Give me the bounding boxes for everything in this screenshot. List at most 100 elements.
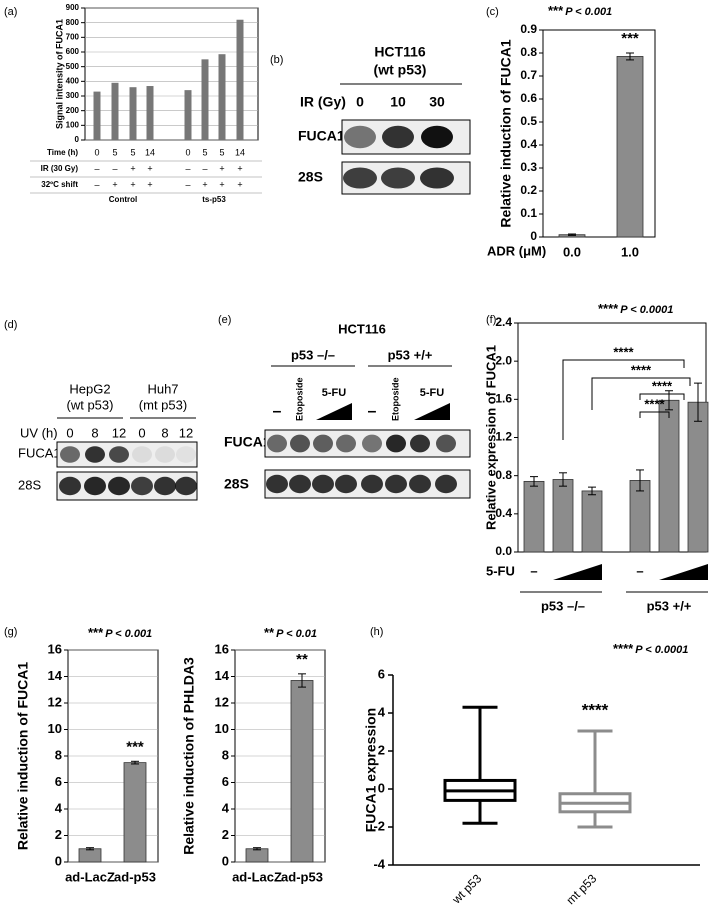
y-tick-label: 0.9 xyxy=(520,22,537,36)
table-row-label: Time (h) xyxy=(47,148,78,157)
y-tick-label: 4 xyxy=(222,800,230,815)
x-tick-label: ad-LacZ xyxy=(65,869,115,884)
blot-header: (wt p53) xyxy=(374,62,427,78)
lane-label: 8 xyxy=(161,425,168,440)
plot-frame xyxy=(84,7,259,141)
bracket-label: **** xyxy=(631,362,652,377)
lane-label: – xyxy=(368,403,377,420)
panel-label: (a) xyxy=(4,6,17,18)
y-tick-label: 0 xyxy=(75,135,80,144)
blot-band xyxy=(131,476,153,496)
significance-bracket xyxy=(639,411,670,418)
y-tick-label: 10 xyxy=(48,721,62,736)
title-p-value: P < 0.0001 xyxy=(635,644,688,656)
title-stars: *** xyxy=(88,625,104,640)
row-label: FUCA1 xyxy=(18,445,61,460)
x-tick-label: wt p53 xyxy=(449,871,485,906)
panel-label: (f) xyxy=(486,314,496,326)
title-stars: **** xyxy=(598,301,619,316)
table-cell: + xyxy=(130,163,135,173)
lane-label: 10 xyxy=(390,94,406,110)
title-stars: **** xyxy=(613,641,634,656)
y-tick-label: 0.5 xyxy=(520,114,537,128)
significance-title: *** P < 0.001 xyxy=(548,3,612,18)
blot-band xyxy=(60,446,80,463)
group-label: Control xyxy=(109,195,137,204)
table-cell: 14 xyxy=(145,147,155,157)
table-row-label: 32ºC shift xyxy=(41,180,78,189)
y-tick-label: 8 xyxy=(222,747,229,762)
significance-bracket xyxy=(591,377,691,410)
significance-title: **** P < 0.0001 xyxy=(598,301,673,316)
y-tick-label: 10 xyxy=(215,721,229,736)
y-tick-label: 14 xyxy=(215,668,230,683)
lane-label: 30 xyxy=(429,94,445,110)
group-label: p53 +/+ xyxy=(647,598,692,613)
bracket-label: **** xyxy=(644,396,665,411)
y-tick-label: 2.0 xyxy=(495,353,512,367)
y-tick-label: 300 xyxy=(66,91,80,100)
y-tick-label: 14 xyxy=(48,668,63,683)
title-stars: *** xyxy=(548,3,564,18)
blot-band xyxy=(290,434,310,453)
blot-band xyxy=(85,446,105,463)
row-label: 28S xyxy=(18,477,41,492)
error-bar xyxy=(636,469,644,492)
dose-wedge xyxy=(414,403,450,420)
blot-band xyxy=(59,476,81,496)
dose-wedge xyxy=(659,564,708,580)
error-bar xyxy=(694,382,702,422)
blot-band xyxy=(109,446,129,463)
y-tick-label: 100 xyxy=(66,120,80,129)
y-tick-label: 1.2 xyxy=(495,430,512,444)
table-cell: + xyxy=(219,179,224,189)
y-tick-label: 0.1 xyxy=(520,206,537,220)
y-axis-label: Relative induction of PHLDA3 xyxy=(181,657,197,855)
bracket-label: **** xyxy=(652,378,673,393)
blot-band xyxy=(154,476,176,496)
table-cell: – xyxy=(185,179,190,189)
blot-header: HCT116 xyxy=(374,44,426,60)
table-cell: 5 xyxy=(112,147,117,157)
y-tick-label: 6 xyxy=(222,774,229,789)
group-sub: (wt p53) xyxy=(67,397,114,412)
blot-band xyxy=(382,125,414,149)
panel-label: (g) xyxy=(4,626,17,638)
y-tick-label: 400 xyxy=(66,76,80,85)
group-label: ts-p53 xyxy=(202,195,226,204)
table-row-label: IR (30 Gy) xyxy=(41,164,79,173)
group-label: p53 –/– xyxy=(541,598,585,613)
bracket-label: **** xyxy=(613,344,634,359)
y-tick-label: 700 xyxy=(66,32,80,41)
table-cell: + xyxy=(147,163,152,173)
y-tick-label: 0 xyxy=(222,853,229,868)
blot-band xyxy=(436,434,456,453)
y-axis-label: Relative expression of FUCA1 xyxy=(483,345,498,530)
y-tick-label: 6 xyxy=(55,774,62,789)
table-cell: + xyxy=(147,179,152,189)
blot-band xyxy=(409,474,431,494)
x-tick-label: mt p53 xyxy=(564,871,600,906)
y-tick-label: 1.6 xyxy=(495,392,512,406)
y-tick-label: 2 xyxy=(222,827,229,842)
blot-band xyxy=(336,434,356,453)
y-axis-label: Signal intensity of FUCA1 xyxy=(54,19,64,129)
panel-label: (d) xyxy=(4,319,17,331)
table-cell: – xyxy=(94,163,99,173)
table-cell: 5 xyxy=(130,147,135,157)
y-axis-label: Relative induction of FUCA1 xyxy=(498,39,514,227)
x-axis-label: ADR (μM) xyxy=(487,243,546,258)
blot-band xyxy=(155,446,175,463)
y-tick-label: 2 xyxy=(378,742,385,757)
bar xyxy=(616,56,644,238)
significance-label: *** xyxy=(126,738,144,755)
panel-label: (e) xyxy=(218,314,231,326)
lane-label: Etoposide xyxy=(390,377,400,421)
bar xyxy=(111,82,119,140)
blot-band xyxy=(335,474,357,494)
y-tick-label: 0.0 xyxy=(495,544,512,558)
y-tick-label: 900 xyxy=(66,3,80,12)
blot-band xyxy=(421,125,453,149)
